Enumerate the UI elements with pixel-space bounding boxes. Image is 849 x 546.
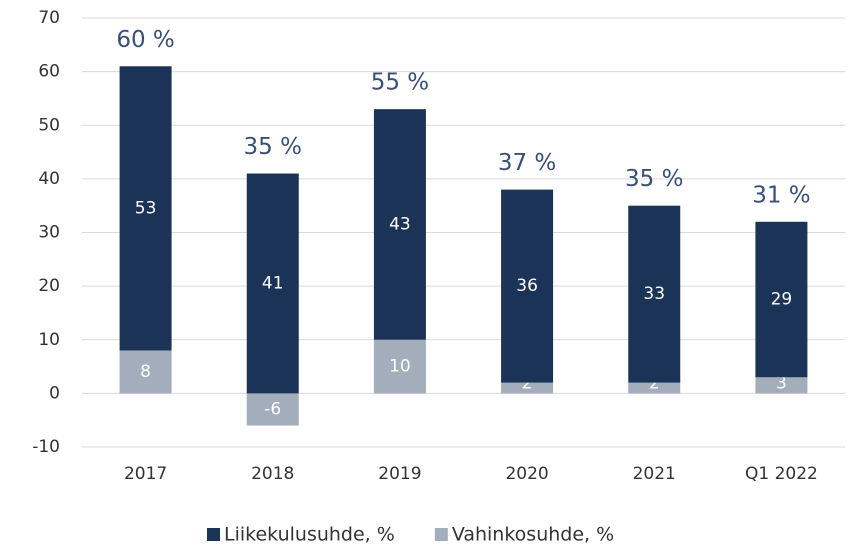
bar-segment bbox=[501, 382, 554, 394]
total-label: 31 % bbox=[752, 182, 810, 208]
segment-label: 41 bbox=[262, 273, 284, 293]
x-tick-label: 2017 bbox=[124, 464, 167, 484]
segment-label: 53 bbox=[135, 198, 157, 218]
y-tick-label: 30 bbox=[38, 223, 60, 243]
segment-label: 2 bbox=[522, 373, 533, 393]
bar-segment bbox=[755, 221, 808, 378]
segment-label: 43 bbox=[389, 214, 411, 234]
y-tick-label: -10 bbox=[32, 437, 60, 457]
segment-label: 33 bbox=[643, 284, 665, 304]
segment-label: 2 bbox=[649, 373, 660, 393]
legend-label: Vahinkosuhde, % bbox=[452, 524, 614, 546]
total-label: 37 % bbox=[498, 150, 556, 176]
y-tick-label: 60 bbox=[38, 62, 60, 82]
segment-label: 3 bbox=[776, 373, 787, 393]
x-tick-label: Q1 2022 bbox=[745, 464, 818, 484]
y-tick-label: 10 bbox=[38, 330, 60, 350]
total-label: 35 % bbox=[244, 134, 302, 160]
x-tick-label: 2021 bbox=[633, 464, 676, 484]
x-tick-label: 2019 bbox=[378, 464, 421, 484]
segment-label: 10 bbox=[389, 357, 411, 377]
y-tick-label: 20 bbox=[38, 276, 60, 296]
y-tick-label: 0 bbox=[49, 383, 60, 403]
bar-segment bbox=[246, 173, 299, 394]
legend-swatch bbox=[207, 528, 220, 541]
bar-segment bbox=[501, 189, 554, 383]
bar-segment bbox=[755, 377, 808, 394]
segment-label: -6 bbox=[264, 399, 281, 419]
bar-segment bbox=[373, 109, 426, 340]
y-tick-label: 50 bbox=[38, 115, 60, 135]
total-label: 55 % bbox=[371, 70, 429, 96]
segment-label: 29 bbox=[771, 290, 793, 310]
segment-label: 8 bbox=[140, 362, 151, 382]
segment-label: 36 bbox=[516, 276, 538, 296]
y-tick-label: 40 bbox=[38, 169, 60, 189]
legend-label: Liikekulusuhde, % bbox=[224, 524, 395, 546]
bar-segment bbox=[373, 339, 426, 394]
legend-swatch bbox=[434, 528, 448, 541]
total-label: 60 % bbox=[116, 27, 174, 53]
x-tick-label: 2020 bbox=[505, 464, 548, 484]
total-label: 35 % bbox=[625, 166, 683, 192]
bar-segment bbox=[119, 350, 172, 394]
bar-segment bbox=[246, 393, 299, 426]
bar-segment bbox=[628, 382, 681, 394]
bar-segment bbox=[628, 205, 681, 383]
y-tick-label: 70 bbox=[38, 8, 60, 28]
bar-segment bbox=[119, 66, 172, 351]
x-tick-label: 2018 bbox=[251, 464, 294, 484]
